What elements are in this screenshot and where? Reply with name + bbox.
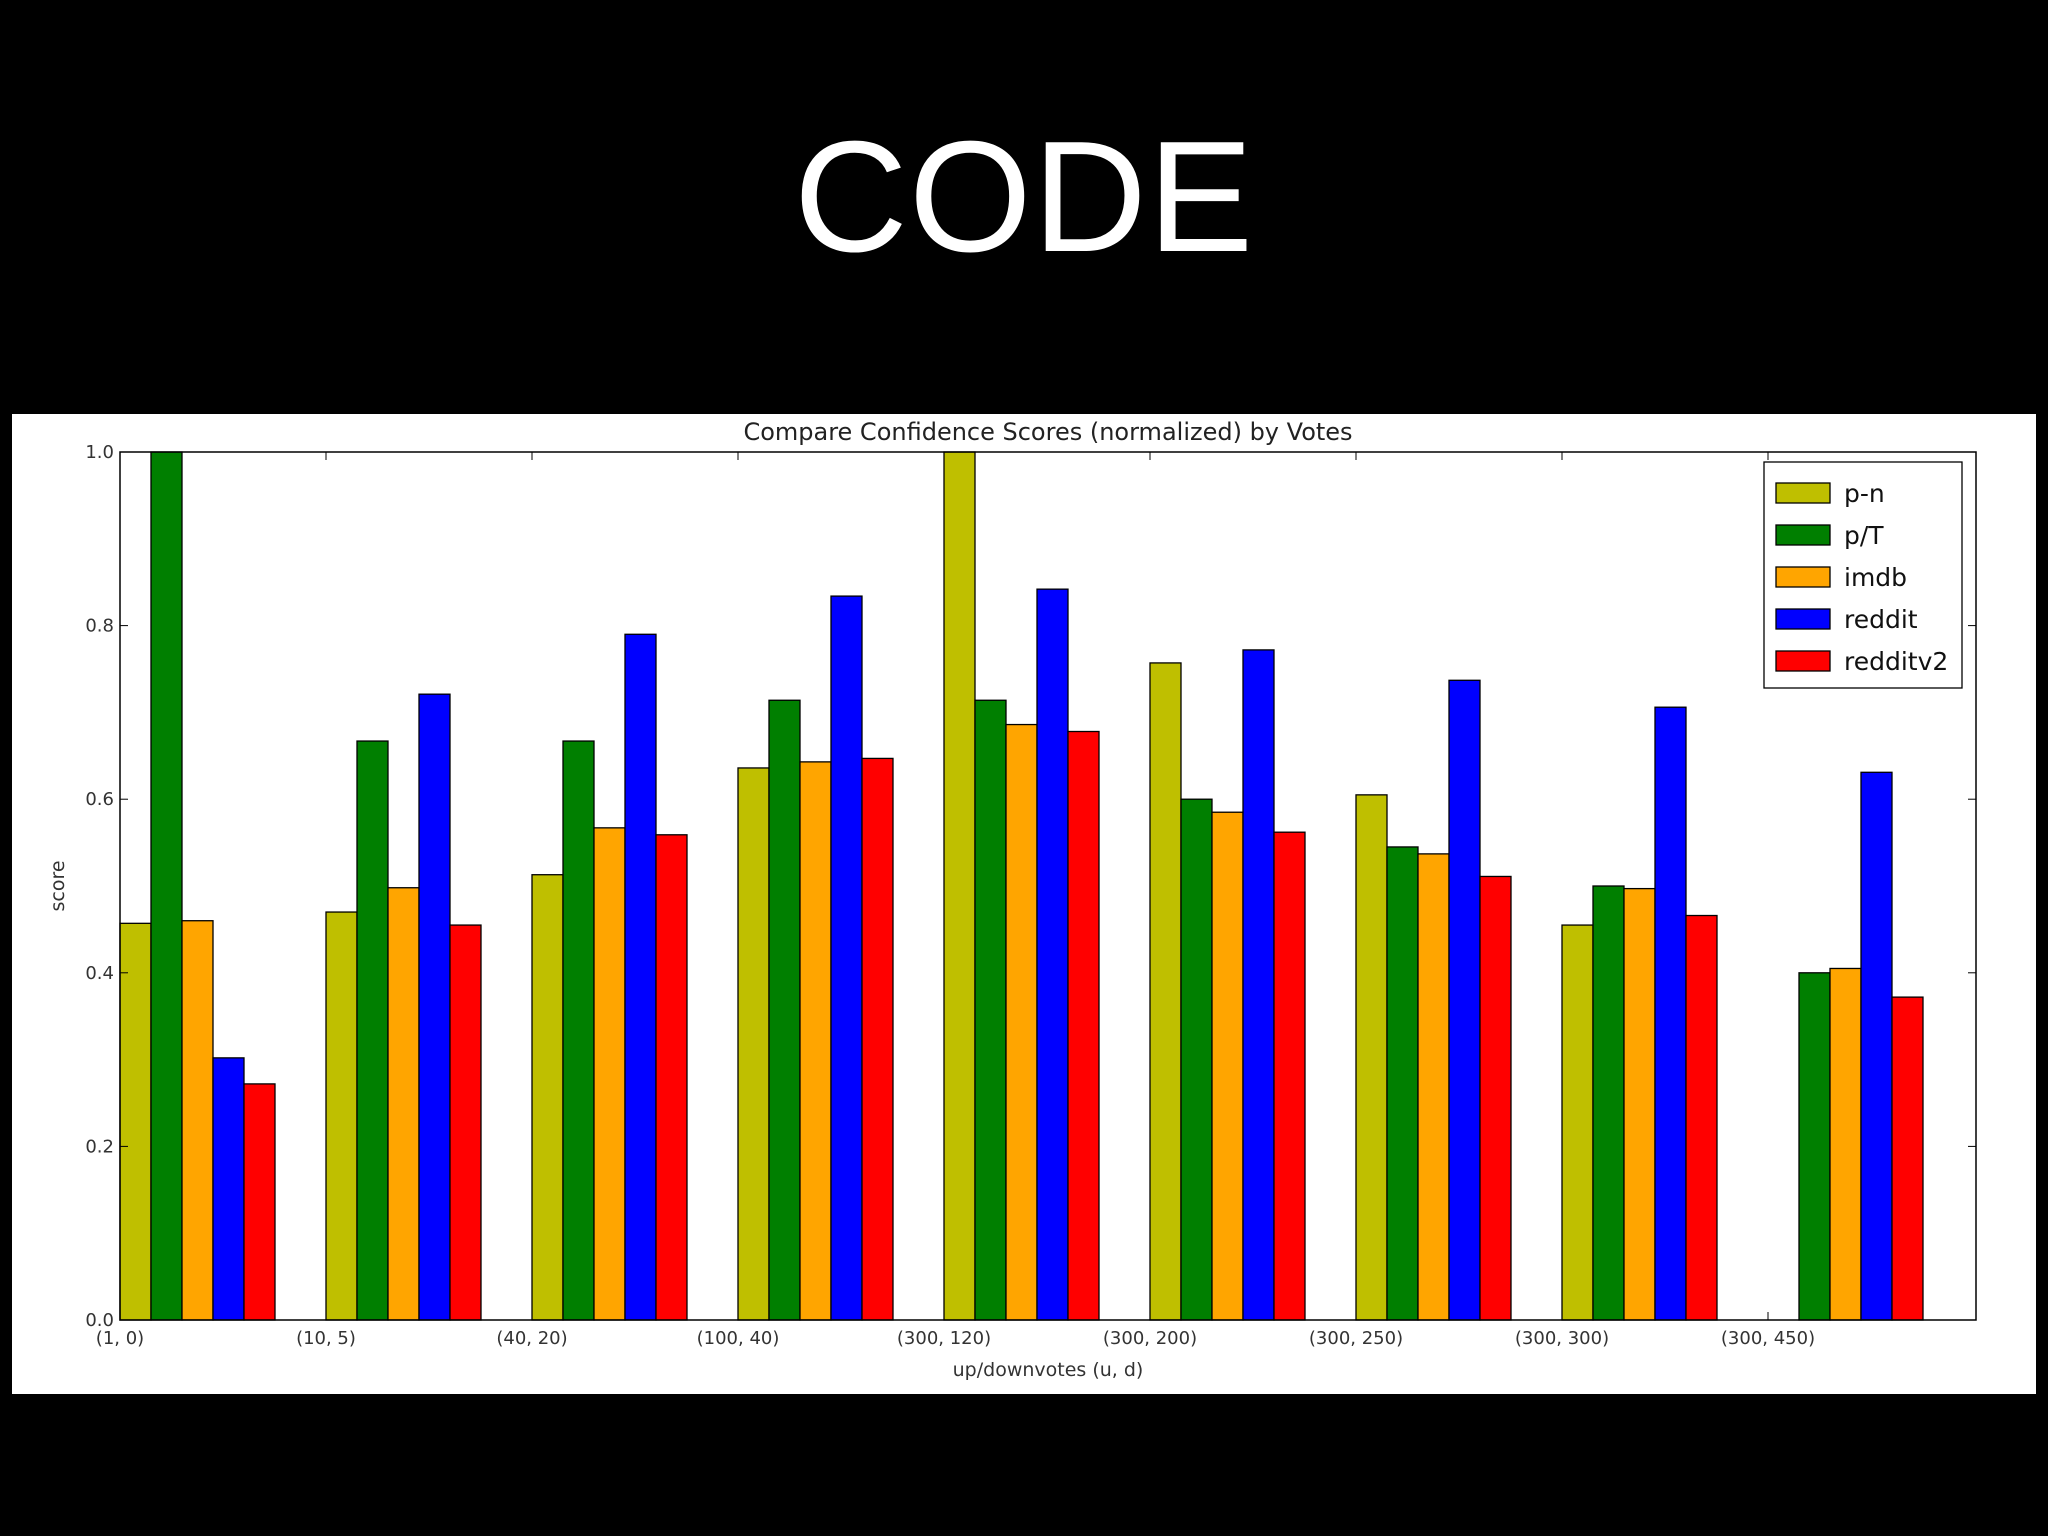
legend-label: p-n (1844, 479, 1885, 508)
bar-pT-8 (1798, 972, 1831, 1321)
bar-redditv2-7 (1685, 914, 1718, 1321)
bar-reddit-8 (1860, 771, 1893, 1321)
bar-redditv2-8 (1891, 996, 1924, 1321)
bar-pn-0 (119, 922, 152, 1321)
bar-pT-4 (974, 699, 1007, 1321)
y-tick-label: 0.4 (85, 963, 114, 984)
y-axis-label: score (47, 860, 69, 911)
bar-reddit-6 (1448, 679, 1481, 1321)
bar-imdb-6 (1417, 853, 1450, 1321)
bar-redditv2-0 (243, 1083, 276, 1321)
legend-swatch (1775, 524, 1831, 546)
bar-imdb-4 (1005, 723, 1038, 1321)
bar-pn-5 (1149, 662, 1182, 1321)
x-axis-label: up/downvotes (u, d) (953, 1359, 1144, 1381)
legend-label: reddit (1844, 605, 1918, 634)
legend-swatch (1775, 482, 1831, 504)
bar-pn-7 (1561, 924, 1594, 1321)
bar-pT-2 (562, 740, 595, 1321)
bar-redditv2-2 (655, 834, 688, 1321)
bar-redditv2-4 (1067, 730, 1100, 1321)
x-tick-label: (40, 20) (496, 1328, 567, 1349)
x-tick-label: (300, 300) (1515, 1328, 1609, 1349)
bar-redditv2-1 (449, 924, 482, 1321)
plot-frame (119, 451, 1977, 1321)
y-tick-label: 1.0 (85, 442, 114, 463)
bar-redditv2-5 (1273, 831, 1306, 1321)
legend-label: imdb (1844, 563, 1907, 592)
x-tick-label: (100, 40) (697, 1328, 780, 1349)
bar-imdb-3 (799, 761, 832, 1321)
bar-redditv2-6 (1479, 875, 1512, 1321)
y-tick-label: 0.8 (85, 616, 114, 637)
legend-swatch (1775, 608, 1831, 630)
bar-imdb-5 (1211, 811, 1244, 1321)
y-tick-label: 0.0 (85, 1310, 114, 1331)
bar-pn-4 (943, 451, 976, 1321)
bar-reddit-0 (212, 1057, 245, 1321)
bar-pn-3 (737, 767, 770, 1321)
bar-reddit-2 (624, 633, 657, 1321)
bar-pT-7 (1592, 885, 1625, 1321)
axis-ticks: 0.0 0.2 0.4 0.6 0.8 1.0 (1, 0) (10, 5) (40, 20) (… (85, 442, 1976, 1349)
bar-pT-6 (1386, 846, 1419, 1321)
bar-reddit-3 (830, 595, 863, 1321)
bar-reddit-5 (1242, 649, 1275, 1321)
bar-imdb-0 (181, 920, 214, 1321)
x-tick-label: (10, 5) (296, 1328, 356, 1349)
bar-reddit-1 (418, 693, 451, 1321)
bars-group (119, 451, 1924, 1321)
bar-pT-5 (1180, 798, 1213, 1321)
y-tick-label: 0.6 (85, 789, 114, 810)
legend-label: p/T (1844, 521, 1884, 550)
bar-pT-3 (768, 699, 801, 1321)
x-tick-label: (1, 0) (96, 1328, 144, 1349)
bar-redditv2-3 (861, 757, 894, 1321)
bar-pT-1 (356, 740, 389, 1321)
legend: p-n p/T imdb reddit redditv2 (1763, 461, 1963, 689)
x-tick-label: (300, 450) (1721, 1328, 1815, 1349)
chart-title: Compare Confidence Scores (normalized) b… (743, 418, 1352, 446)
legend-swatch (1775, 566, 1831, 588)
bar-imdb-2 (593, 827, 626, 1321)
slide-title: CODE (793, 109, 1255, 285)
bar-imdb-1 (387, 887, 420, 1321)
x-tick-label: (300, 120) (897, 1328, 991, 1349)
bar-reddit-4 (1036, 588, 1069, 1321)
x-tick-label: (300, 200) (1103, 1328, 1197, 1349)
bar-imdb-7 (1623, 887, 1656, 1321)
bar-pT-0 (150, 451, 183, 1321)
bar-pn-6 (1355, 794, 1388, 1321)
bar-imdb-8 (1829, 967, 1862, 1321)
legend-swatch (1775, 650, 1831, 672)
bar-pn-1 (325, 911, 358, 1321)
y-tick-label: 0.2 (85, 1136, 114, 1157)
legend-label: redditv2 (1844, 647, 1948, 676)
chart-panel: Compare Confidence Scores (normalized) b… (12, 414, 2036, 1394)
bar-pn-2 (531, 874, 564, 1321)
bar-reddit-7 (1654, 706, 1687, 1321)
bar-chart: Compare Confidence Scores (normalized) b… (47, 418, 1977, 1381)
x-tick-label: (300, 250) (1309, 1328, 1403, 1349)
